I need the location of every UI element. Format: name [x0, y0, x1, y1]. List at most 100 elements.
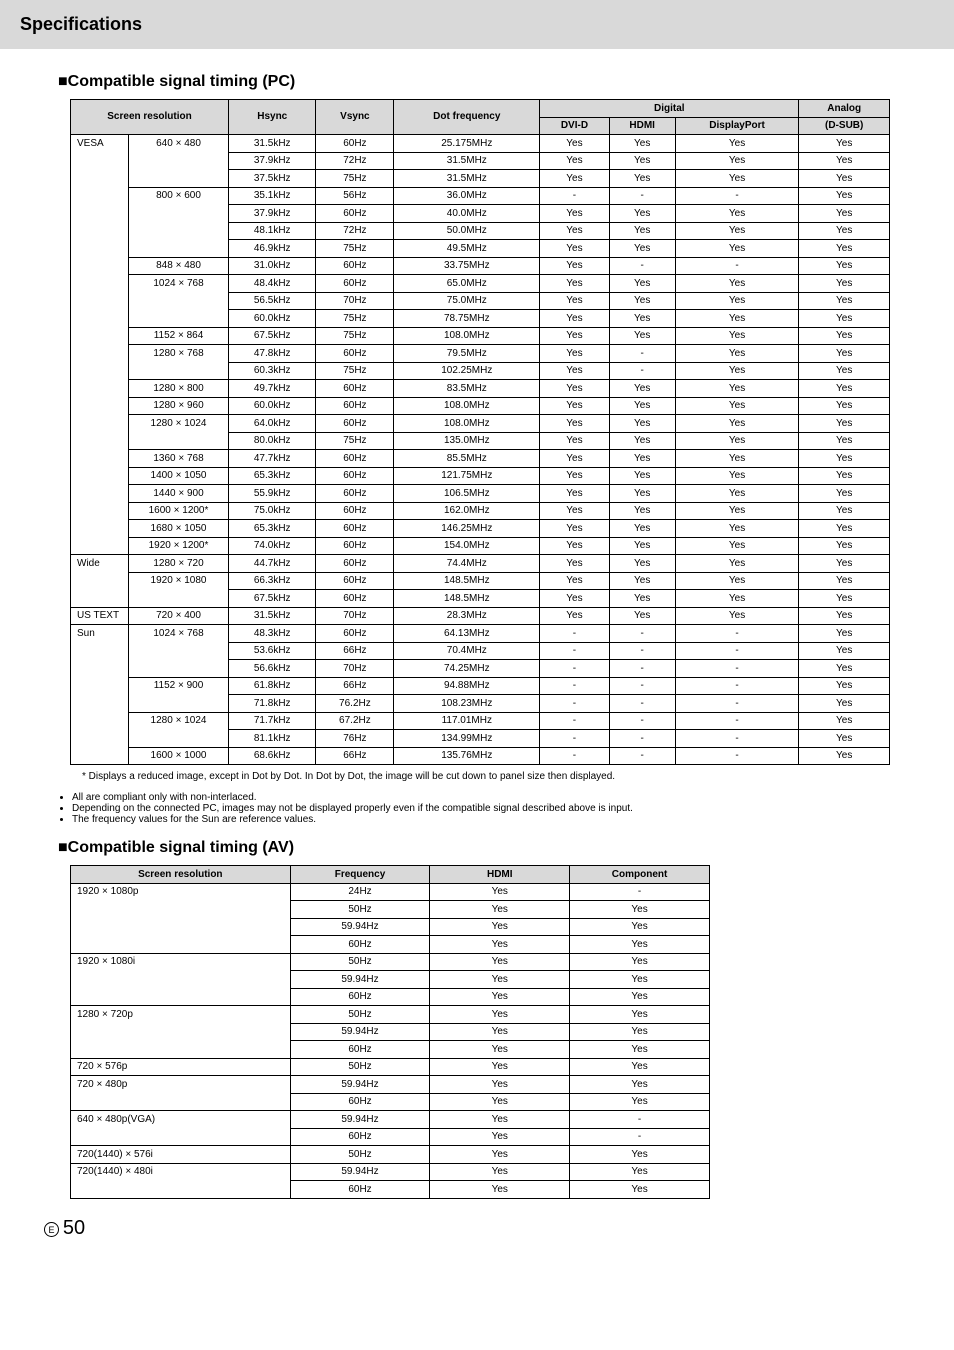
- data-cell: Yes: [570, 1023, 710, 1041]
- data-cell: Yes: [430, 1041, 570, 1059]
- page-number-value: 50: [63, 1217, 85, 1239]
- data-cell: Yes: [609, 327, 675, 345]
- resolution-cell: 1600 × 1000: [129, 747, 229, 765]
- data-cell: 67.2Hz: [316, 712, 394, 730]
- data-cell: Yes: [609, 152, 675, 170]
- data-cell: Yes: [675, 362, 799, 380]
- data-cell: Yes: [799, 590, 890, 608]
- data-cell: 60Hz: [316, 590, 394, 608]
- data-cell: Yes: [799, 327, 890, 345]
- table-row: 720(1440) × 576i50HzYesYes: [71, 1146, 710, 1164]
- data-cell: -: [675, 747, 799, 765]
- table-row: 720 × 576p50HzYesYes: [71, 1058, 710, 1076]
- data-cell: Yes: [540, 152, 609, 170]
- data-cell: 70Hz: [316, 292, 394, 310]
- table-row: 720(1440) × 480i59.94HzYesYes: [71, 1163, 710, 1181]
- pc-footnote: * Displays a reduced image, except in Do…: [82, 771, 954, 782]
- data-cell: Yes: [540, 397, 609, 415]
- data-cell: -: [540, 677, 609, 695]
- data-cell: Yes: [799, 520, 890, 538]
- data-cell: 64.13MHz: [394, 625, 540, 643]
- data-cell: Yes: [799, 415, 890, 433]
- resolution-cell: 1920 × 1080: [129, 572, 229, 607]
- col-av-component: Component: [570, 866, 710, 884]
- data-cell: 60Hz: [316, 467, 394, 485]
- data-cell: Yes: [540, 310, 609, 328]
- data-cell: Yes: [799, 485, 890, 503]
- data-cell: Yes: [799, 187, 890, 205]
- data-cell: 50Hz: [290, 1058, 430, 1076]
- data-cell: 75.0kHz: [229, 502, 316, 520]
- data-cell: Yes: [675, 152, 799, 170]
- data-cell: Yes: [609, 415, 675, 433]
- data-cell: Yes: [609, 380, 675, 398]
- data-cell: Yes: [675, 292, 799, 310]
- data-cell: Yes: [799, 712, 890, 730]
- table-row: 1920 × 108066.3kHz60Hz148.5MHzYesYesYesY…: [71, 572, 890, 590]
- data-cell: 67.5kHz: [229, 327, 316, 345]
- data-cell: 66.3kHz: [229, 572, 316, 590]
- data-cell: 85.5MHz: [394, 450, 540, 468]
- data-cell: 60Hz: [316, 380, 394, 398]
- data-cell: Yes: [540, 170, 609, 188]
- data-cell: 46.9kHz: [229, 240, 316, 258]
- table-row: 1280 × 102471.7kHz67.2Hz117.01MHz---Yes: [71, 712, 890, 730]
- data-cell: 33.75MHz: [394, 257, 540, 275]
- resolution-cell: 1280 × 720: [129, 555, 229, 573]
- data-cell: Yes: [799, 677, 890, 695]
- data-cell: 50Hz: [290, 1006, 430, 1024]
- data-cell: Yes: [799, 257, 890, 275]
- data-cell: Yes: [609, 292, 675, 310]
- data-cell: Yes: [430, 1006, 570, 1024]
- page-number: E 50: [44, 1217, 954, 1240]
- av-table-header: Screen resolution Frequency HDMI Compone…: [71, 866, 710, 884]
- data-cell: Yes: [430, 1076, 570, 1094]
- data-cell: 108.0MHz: [394, 415, 540, 433]
- data-cell: Yes: [675, 380, 799, 398]
- data-cell: Yes: [540, 502, 609, 520]
- resolution-cell: 1440 × 900: [129, 485, 229, 503]
- col-dsub: (D-SUB): [799, 117, 890, 135]
- data-cell: 59.94Hz: [290, 971, 430, 989]
- table-row: 1280 × 80049.7kHz60Hz83.5MHzYesYesYesYes: [71, 380, 890, 398]
- data-cell: 60Hz: [316, 205, 394, 223]
- data-cell: Yes: [799, 275, 890, 293]
- data-cell: 94.88MHz: [394, 677, 540, 695]
- data-cell: Yes: [675, 520, 799, 538]
- data-cell: Yes: [675, 415, 799, 433]
- data-cell: Yes: [430, 1093, 570, 1111]
- pc-table-body: VESA640 × 48031.5kHz60Hz25.175MHzYesYesY…: [71, 135, 890, 765]
- data-cell: Yes: [675, 432, 799, 450]
- data-cell: Yes: [675, 327, 799, 345]
- resolution-cell: 1280 × 720p: [71, 1006, 291, 1059]
- data-cell: Yes: [609, 397, 675, 415]
- table-row: US TEXT720 × 40031.5kHz70Hz28.3MHzYesYes…: [71, 607, 890, 625]
- data-cell: 61.8kHz: [229, 677, 316, 695]
- data-cell: -: [540, 712, 609, 730]
- section-title-pc: ■Compatible signal timing (PC): [58, 73, 954, 91]
- col-analog: Analog: [799, 100, 890, 118]
- data-cell: Yes: [675, 222, 799, 240]
- data-cell: 60Hz: [316, 555, 394, 573]
- resolution-cell: 640 × 480: [129, 135, 229, 188]
- data-cell: 79.5MHz: [394, 345, 540, 363]
- data-cell: 36.0MHz: [394, 187, 540, 205]
- data-cell: Yes: [540, 485, 609, 503]
- data-cell: Yes: [799, 135, 890, 153]
- resolution-cell: 720 × 480p: [71, 1076, 291, 1111]
- resolution-cell: 800 × 600: [129, 187, 229, 257]
- data-cell: Yes: [609, 240, 675, 258]
- table-row: 1920 × 1080p24HzYes-: [71, 883, 710, 901]
- data-cell: -: [675, 730, 799, 748]
- data-cell: Yes: [799, 555, 890, 573]
- col-hdmi: HDMI: [609, 117, 675, 135]
- data-cell: 60.0kHz: [229, 310, 316, 328]
- data-cell: Yes: [609, 537, 675, 555]
- data-cell: Yes: [675, 467, 799, 485]
- resolution-cell: 848 × 480: [129, 257, 229, 275]
- data-cell: Yes: [540, 257, 609, 275]
- resolution-cell: 1152 × 900: [129, 677, 229, 712]
- col-av-freq: Frequency: [290, 866, 430, 884]
- data-cell: 60Hz: [290, 1181, 430, 1199]
- data-cell: Yes: [570, 1006, 710, 1024]
